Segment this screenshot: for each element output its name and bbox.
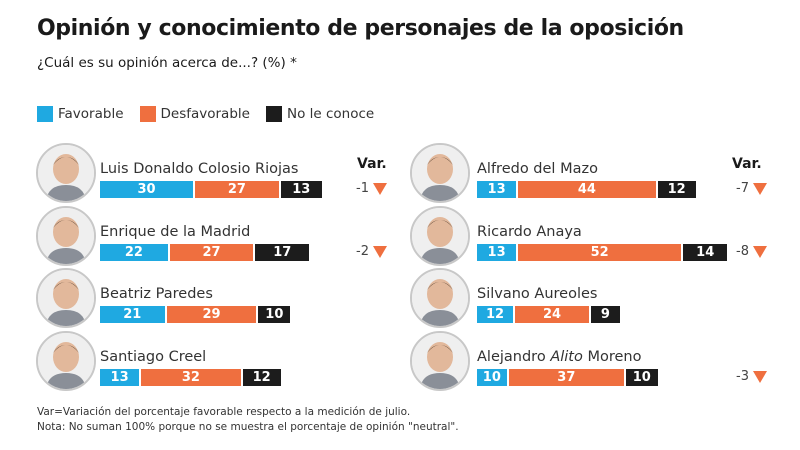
bar-segment-desfavorable: 32 <box>141 369 243 386</box>
person-name: Alfredo del Mazo <box>477 161 598 177</box>
avatar <box>36 268 96 328</box>
legend-swatch-no-le-conoce <box>265 106 282 122</box>
person-name-text: Ricardo Anaya <box>477 224 582 240</box>
bar-segment-no-le-conoce: 12 <box>242 369 281 386</box>
bar-segment-desfavorable: 37 <box>508 369 626 386</box>
legend-swatch-favorable <box>37 106 53 122</box>
footnotes: Var=Variación del porcentaje favorable r… <box>37 405 459 435</box>
stacked-bar: 21 29 10 <box>100 306 291 323</box>
bar-segment-no-le-conoce: 10 <box>258 306 291 323</box>
bar-segment-favorable: 21 <box>100 306 167 323</box>
legend-item-favorable: Favorable <box>37 106 124 122</box>
person-photo-icon <box>38 145 94 201</box>
bar-segment-no-le-conoce: 10 <box>625 369 658 386</box>
legend: Favorable Desfavorable No le conoce <box>37 106 390 122</box>
down-triangle-icon <box>372 245 387 258</box>
bar-segment-desfavorable: 24 <box>515 306 592 323</box>
person-photo-icon <box>412 270 468 326</box>
bar-segment-favorable: 10 <box>477 369 509 386</box>
bar-segment-no-le-conoce: 12 <box>657 181 696 198</box>
avatar <box>36 206 96 266</box>
avatar <box>410 268 470 328</box>
person-name: Silvano Aureoles <box>477 286 597 302</box>
legend-label-desfavorable: Desfavorable <box>160 106 250 122</box>
person-name: Alejandro Alito Moreno <box>477 349 641 365</box>
bar-segment-desfavorable: 52 <box>518 244 684 261</box>
person-name: Beatriz Paredes <box>100 286 213 302</box>
person-photo-icon <box>38 270 94 326</box>
bar-segment-no-le-conoce: 13 <box>280 181 322 198</box>
stacked-bar: 22 27 17 <box>100 244 310 261</box>
avatar <box>36 143 96 203</box>
legend-swatch-desfavorable <box>139 106 156 122</box>
stacked-bar: 13 52 14 <box>477 244 728 261</box>
chart-subtitle: ¿Cuál es su opinión acerca de...? (%) * <box>37 55 297 71</box>
variation: -2 <box>356 244 387 259</box>
footnote-nota: Nota: No suman 100% porque no se muestra… <box>37 421 459 433</box>
person-name-text: Beatriz Paredes <box>100 286 213 302</box>
person-name: Enrique de la Madrid <box>100 224 250 240</box>
var-header-left: Var. <box>357 156 387 172</box>
legend-label-favorable: Favorable <box>58 106 124 122</box>
person-name: Luis Donaldo Colosio Riojas <box>100 161 298 177</box>
down-triangle-icon <box>752 370 767 383</box>
avatar <box>410 143 470 203</box>
stacked-bar: 12 24 9 <box>477 306 620 323</box>
person-name-text: Alejandro <box>477 349 551 365</box>
stacked-bar: 30 27 13 <box>100 181 322 198</box>
bar-segment-favorable: 12 <box>477 306 516 323</box>
footnote-var: Var=Variación del porcentaje favorable r… <box>37 406 411 418</box>
variation: -8 <box>736 244 767 259</box>
variation: -1 <box>356 181 387 196</box>
bar-segment-desfavorable: 29 <box>166 306 259 323</box>
bar-segment-favorable: 13 <box>477 181 519 198</box>
stacked-bar: 13 44 12 <box>477 181 696 198</box>
variation: -3 <box>736 369 767 384</box>
avatar <box>410 206 470 266</box>
person-name-text: Enrique de la Madrid <box>100 224 251 240</box>
person-photo-icon <box>38 208 94 264</box>
variation-value: -8 <box>736 244 749 259</box>
avatar <box>410 331 470 391</box>
person-photo-icon <box>412 208 468 264</box>
legend-item-desfavorable: Desfavorable <box>139 106 250 122</box>
variation: -7 <box>736 181 767 196</box>
chart-title: Opinión y conocimiento de personajes de … <box>37 16 684 41</box>
person-name-text: Alfredo del Mazo <box>477 161 598 177</box>
person-name-text: Santiago Creel <box>100 349 207 365</box>
bar-segment-desfavorable: 44 <box>518 181 658 198</box>
bar-segment-no-le-conoce: 14 <box>683 244 728 261</box>
person-name: Santiago Creel <box>100 349 206 365</box>
bar-segment-favorable: 30 <box>100 181 196 198</box>
bar-segment-favorable: 13 <box>477 244 519 261</box>
bar-segment-no-le-conoce: 9 <box>591 306 620 323</box>
legend-label-no-le-conoce: No le conoce <box>286 106 375 122</box>
person-name: Ricardo Anaya <box>477 224 582 240</box>
legend-item-no-le-conoce: No le conoce <box>265 106 375 122</box>
person-photo-icon <box>412 145 468 201</box>
down-triangle-icon <box>752 182 767 195</box>
var-header-right: Var. <box>732 156 762 172</box>
bar-segment-favorable: 13 <box>100 369 142 386</box>
bar-segment-no-le-conoce: 17 <box>255 244 310 261</box>
stacked-bar: 13 32 12 <box>100 369 281 386</box>
down-triangle-icon <box>752 245 767 258</box>
person-name-text: Luis Donaldo Colosio Riojas <box>100 161 299 177</box>
variation-value: -2 <box>356 244 369 259</box>
bar-segment-favorable: 22 <box>100 244 170 261</box>
person-name-text: Moreno <box>582 349 642 365</box>
variation-value: -3 <box>736 369 749 384</box>
bar-segment-desfavorable: 27 <box>195 181 281 198</box>
bar-segment-desfavorable: 27 <box>169 244 256 261</box>
person-name-text: Silvano Aureoles <box>477 286 598 302</box>
down-triangle-icon <box>372 182 387 195</box>
stacked-bar: 10 37 10 <box>477 369 658 386</box>
avatar <box>36 331 96 391</box>
person-photo-icon <box>38 333 94 389</box>
person-nickname: Alito <box>550 349 583 365</box>
variation-value: -1 <box>356 181 369 196</box>
variation-value: -7 <box>736 181 749 196</box>
person-photo-icon <box>412 333 468 389</box>
